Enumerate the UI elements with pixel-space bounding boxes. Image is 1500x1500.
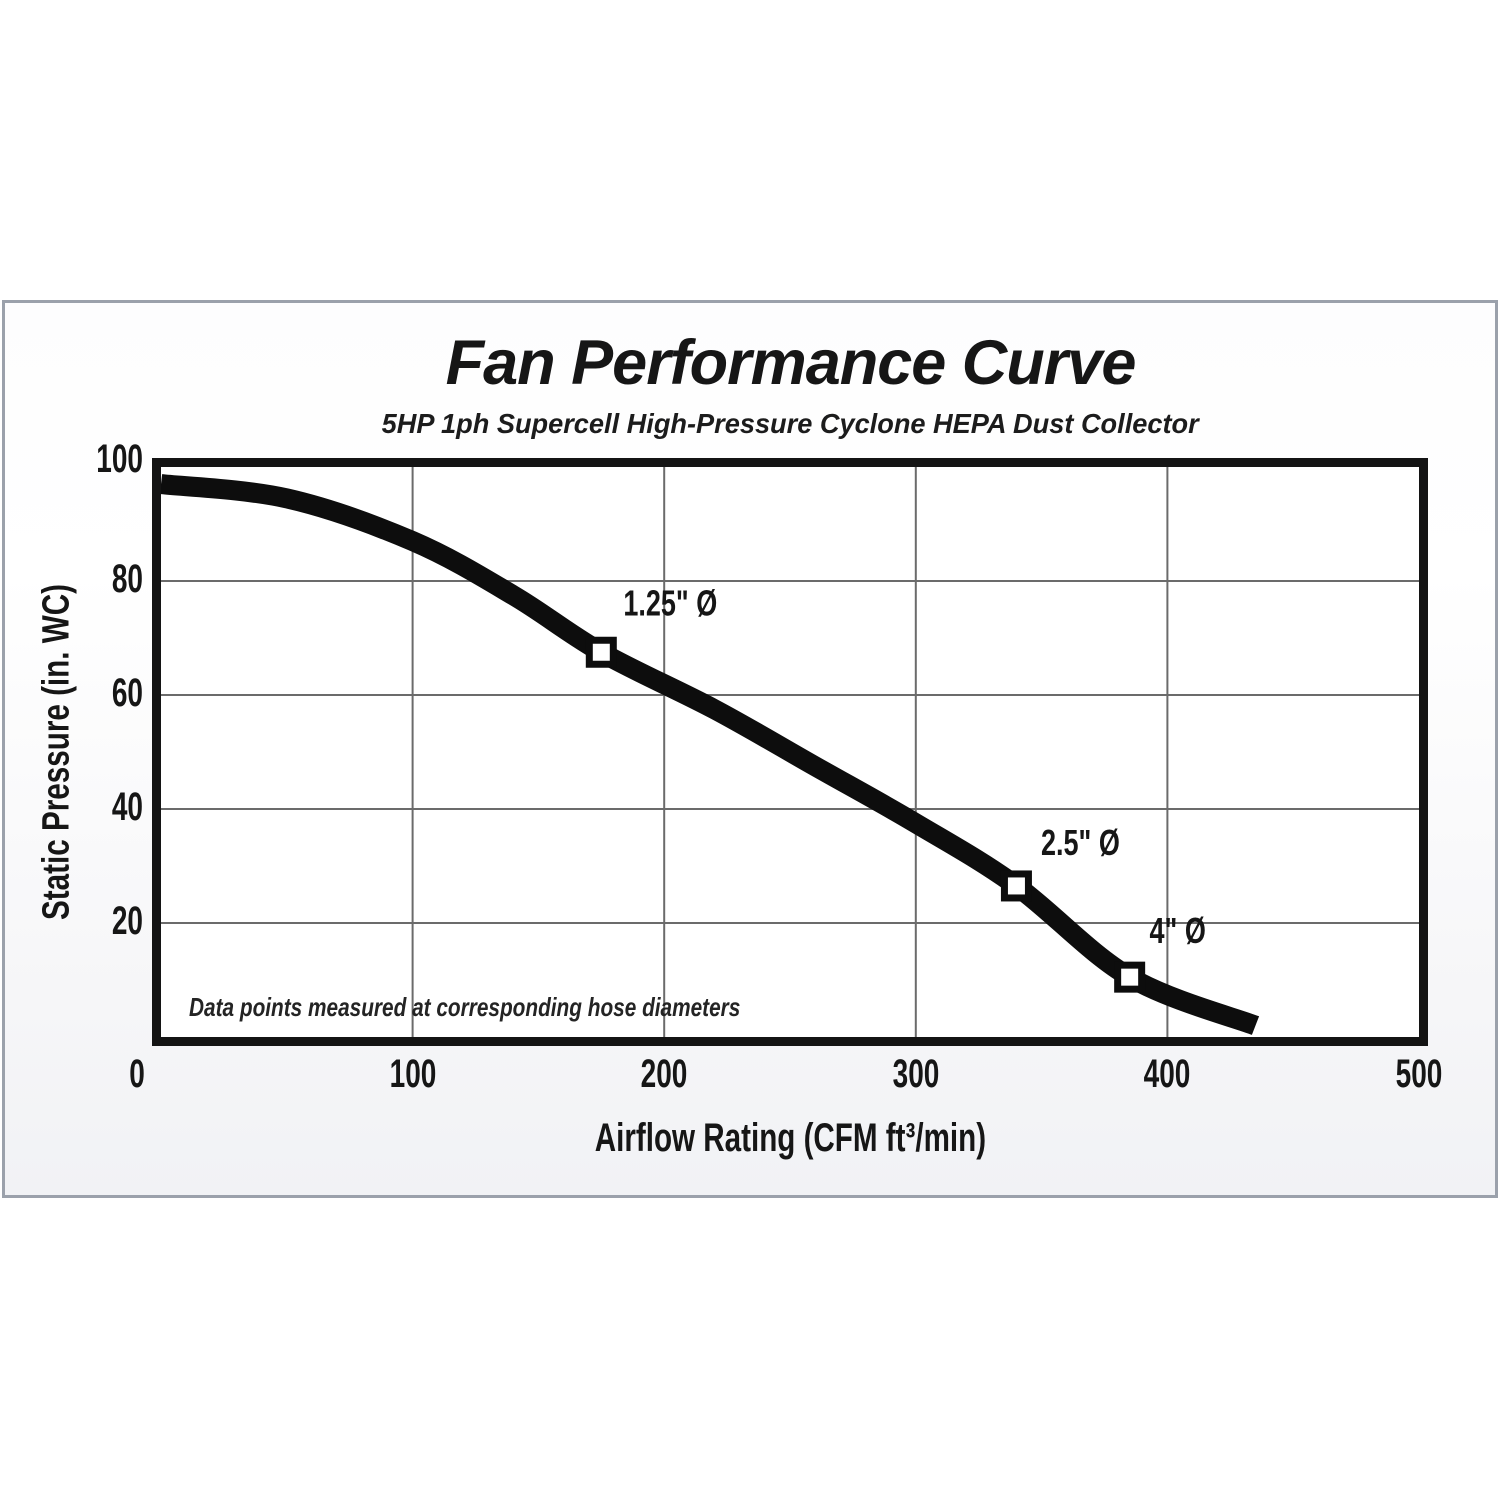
data-point-marker — [1114, 961, 1146, 993]
x-tick-label: 400 — [1144, 1052, 1191, 1096]
data-point-marker — [1000, 870, 1032, 902]
chart-subtitle: 5HP 1ph Supercell High-Pressure Cyclone … — [381, 408, 1200, 440]
x-tick-label: 0 — [129, 1052, 145, 1096]
plot-note: Data points measured at corresponding ho… — [189, 992, 741, 1022]
fan-curve-svg: 1.25" Ø 2.5" Ø 4" Ø — [161, 467, 1419, 1037]
fan-performance-curve — [161, 474, 1260, 1035]
title-zone: Fan Performance Curve 5HP 1ph Supercell … — [157, 330, 1424, 440]
x-axis-title-zone: Airflow Rating (CFM ft³/min) — [157, 1116, 1424, 1161]
x-tick-label: 500 — [1395, 1052, 1443, 1096]
x-tick-label: 100 — [389, 1052, 436, 1096]
y-tick-label: 100 — [96, 437, 143, 481]
y-tick-label: 40 — [111, 785, 143, 829]
chart-title: Fan Performance Curve — [445, 328, 1137, 398]
x-tick-label: 200 — [640, 1052, 688, 1096]
y-tick-label: 60 — [111, 671, 143, 715]
data-point-marker — [585, 636, 617, 668]
y-tick-label: 20 — [111, 899, 143, 943]
plot-area: 1.25" Ø 2.5" Ø 4" Ø Data points measured a… — [152, 458, 1428, 1046]
data-point-label: 2.5" Ø — [1041, 822, 1120, 863]
data-point-label: 1.25" Ø — [623, 582, 717, 623]
x-axis-title: Airflow Rating (CFM ft³/min) — [594, 1116, 987, 1160]
plot-note-wrap: Data points measured at corresponding ho… — [189, 992, 878, 1023]
y-axis-title: Static Pressure (in. WC) — [35, 584, 78, 920]
x-tick-label: 300 — [892, 1052, 940, 1096]
y-tick-label: 80 — [111, 557, 143, 601]
data-point-label: 4" Ø — [1150, 910, 1206, 951]
